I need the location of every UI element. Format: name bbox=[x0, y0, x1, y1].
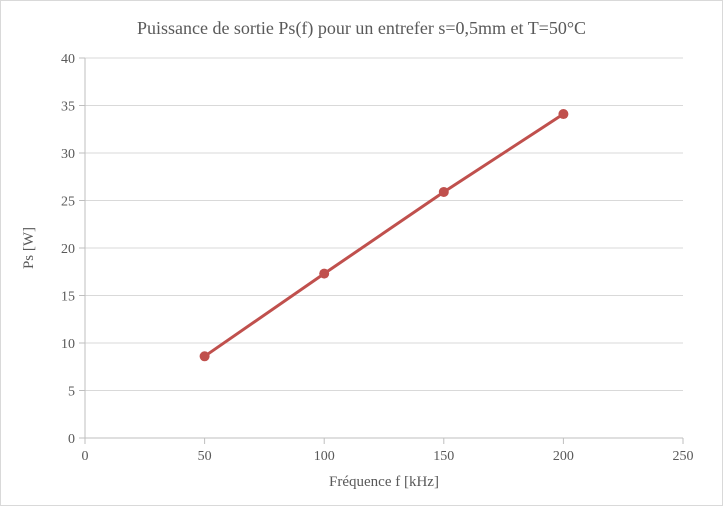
y-tick-label: 35 bbox=[61, 100, 75, 115]
y-tick-label: 15 bbox=[61, 290, 75, 305]
y-axis-label: Ps [W] bbox=[21, 227, 37, 269]
x-tick-label: 150 bbox=[433, 449, 454, 464]
y-tick-label: 5 bbox=[68, 385, 75, 400]
y-tick-label: 30 bbox=[61, 147, 75, 162]
data-marker bbox=[439, 187, 449, 197]
chart-outer-border bbox=[1, 1, 723, 506]
x-tick-label: 200 bbox=[553, 449, 574, 464]
y-tick-label: 25 bbox=[61, 195, 75, 210]
data-marker bbox=[558, 109, 568, 119]
data-marker bbox=[319, 269, 329, 279]
x-tick-label: 50 bbox=[198, 449, 212, 464]
x-tick-label: 250 bbox=[673, 449, 694, 464]
data-marker bbox=[200, 351, 210, 361]
x-axis-label: Fréquence f [kHz] bbox=[329, 474, 439, 490]
chart-title: Puissance de sortie Ps(f) pour un entref… bbox=[137, 18, 586, 39]
line-chart: 0 50 100 150 200 250 0 5 10 15 20 25 30 35 40 Puissance… bbox=[0, 0, 723, 506]
y-tick-label: 10 bbox=[61, 337, 75, 352]
x-tick-label: 0 bbox=[82, 449, 89, 464]
x-tick-label: 100 bbox=[314, 449, 335, 464]
y-tick-label: 40 bbox=[61, 52, 75, 67]
y-tick-label: 0 bbox=[68, 432, 75, 447]
y-tick-label: 20 bbox=[61, 242, 75, 257]
